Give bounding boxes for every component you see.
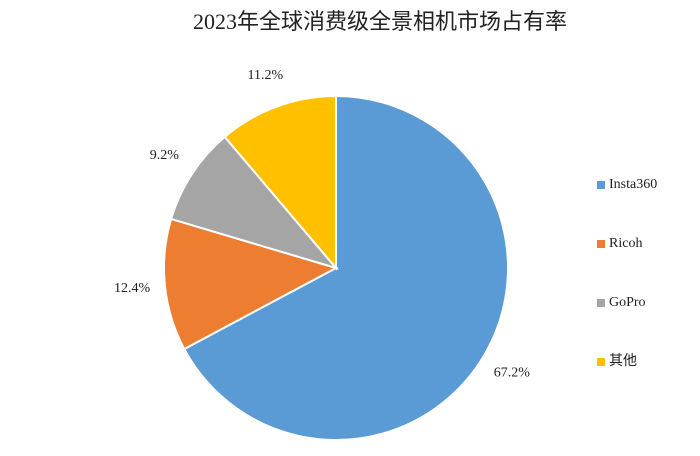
legend-label: 其他 bbox=[609, 353, 637, 369]
legend-swatch bbox=[597, 240, 605, 248]
pie-slice bbox=[163, 217, 339, 351]
data-label: 11.2% bbox=[248, 68, 284, 83]
data-label: 12.4% bbox=[114, 281, 151, 296]
legend-label: Insta360 bbox=[609, 177, 657, 192]
pie-slice bbox=[223, 94, 337, 271]
data-label: 67.2% bbox=[494, 366, 531, 381]
legend-label: GoPro bbox=[609, 295, 646, 310]
pie-slice bbox=[169, 135, 339, 270]
data-label: 9.2% bbox=[150, 148, 180, 163]
chart-title: 2023年全球消费级全景相机市场占有率 bbox=[193, 9, 567, 34]
legend-swatch bbox=[597, 299, 605, 307]
legend-label: Ricoh bbox=[609, 236, 642, 251]
pie-slice bbox=[182, 94, 509, 441]
legend-swatch bbox=[597, 181, 605, 189]
legend-swatch bbox=[597, 358, 605, 366]
